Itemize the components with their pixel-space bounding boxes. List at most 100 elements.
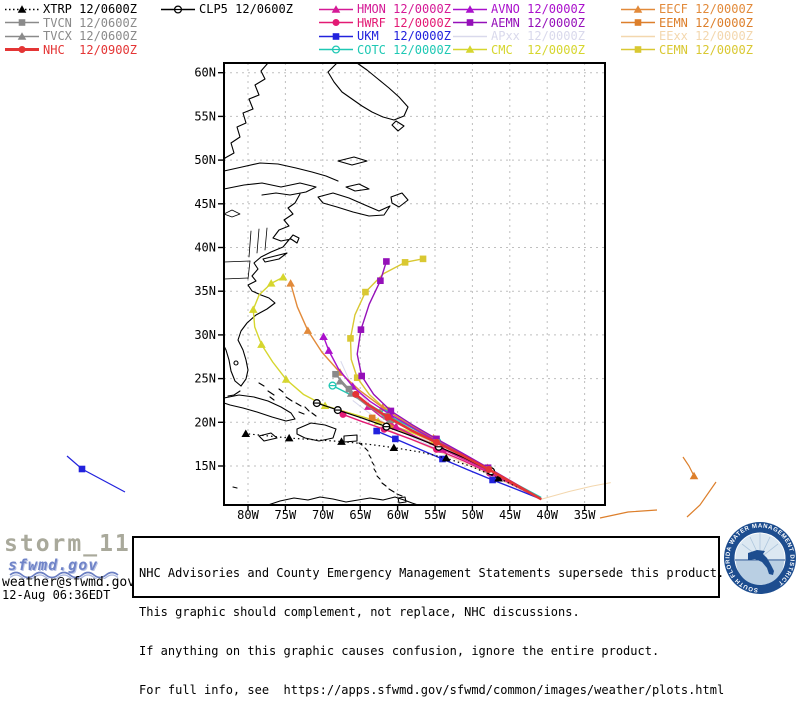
lon-tick-label: 35W bbox=[574, 508, 596, 522]
legend-sample-triangle-icon bbox=[453, 4, 487, 13]
island-puertorico bbox=[343, 434, 358, 443]
legend-sample-triangle-icon bbox=[453, 45, 487, 53]
island-hispaniola bbox=[296, 422, 337, 442]
track-outside-segment bbox=[599, 509, 658, 519]
coastline-layer bbox=[223, 62, 419, 506]
track-marker bbox=[392, 435, 399, 443]
disclaimer-line: This graphic should complement, not repl… bbox=[139, 605, 580, 619]
legend-item-cemn: CEMN 12/0000Z bbox=[620, 44, 753, 56]
legend-item-aemn: AEMN 12/0000Z bbox=[452, 17, 585, 29]
lon-tick-label: 80W bbox=[237, 508, 259, 522]
lat-tick-label: 60N bbox=[194, 66, 216, 80]
legend-item-avno: AVNO 12/0000Z bbox=[452, 3, 585, 15]
track-marker bbox=[352, 390, 360, 398]
track-marker bbox=[257, 340, 266, 348]
lon-tick-label: 65W bbox=[349, 508, 371, 522]
track-marker bbox=[286, 279, 295, 287]
lat-tick-label: 50N bbox=[194, 153, 216, 167]
track-marker bbox=[17, 31, 27, 40]
track-marker bbox=[368, 414, 376, 422]
lat-tick-label: 55N bbox=[194, 109, 216, 123]
state-borders bbox=[223, 209, 268, 280]
legend-sample-triangle-icon bbox=[5, 31, 39, 40]
track-marker bbox=[419, 255, 427, 263]
sfwmd-seal-logo: SOUTH FLORIDA WATER MANAGEMENT DISTRICT bbox=[724, 522, 796, 594]
track-marker bbox=[18, 19, 26, 26]
legend-label: NHC 12/0900Z bbox=[43, 42, 137, 57]
legend-sample-square-icon bbox=[621, 19, 655, 26]
legend-item-eexx: EExx 12/0000Z bbox=[620, 30, 753, 42]
track-marker bbox=[335, 377, 345, 385]
legend-sample-none-icon bbox=[621, 35, 655, 37]
legend-label: UKM 12/0000Z bbox=[357, 29, 451, 43]
lon-tick-label: 50W bbox=[462, 508, 484, 522]
legend-label: EExx 12/0000Z bbox=[659, 29, 753, 43]
island-jamaica bbox=[258, 432, 278, 442]
legend-item-apxx: APxx 12/0000Z bbox=[452, 30, 585, 42]
legend-sample-circle-icon bbox=[5, 46, 39, 53]
legend-item-eemn: EEMN 12/0000Z bbox=[620, 17, 753, 29]
track-marker bbox=[362, 288, 369, 296]
legend-sample-square-icon bbox=[319, 32, 353, 40]
island-pei bbox=[345, 183, 370, 192]
disclaimer-line: If anything on this graphic causes confu… bbox=[139, 644, 660, 658]
track-marker bbox=[303, 326, 313, 334]
grid-layer bbox=[224, 63, 605, 505]
track-marker bbox=[319, 332, 328, 340]
legend-item-cmc: CMC 12/0000Z bbox=[452, 44, 585, 56]
legend-label: TVCX 12/0600Z bbox=[43, 29, 137, 43]
track-marker bbox=[358, 372, 365, 380]
legend-item-hmon: HMON 12/0000Z bbox=[318, 3, 451, 15]
legend-label: AEMN 12/0000Z bbox=[491, 15, 585, 30]
legend-sample-triangle-icon bbox=[5, 4, 39, 13]
lat-tick-label: 45N bbox=[194, 197, 216, 211]
track-marker bbox=[281, 375, 291, 383]
legend-sample-circle-icon bbox=[319, 19, 353, 26]
contact-email: weather@sfwmd.gov bbox=[2, 575, 136, 590]
coast-us-east bbox=[223, 193, 301, 387]
track-apxx-a bbox=[340, 360, 542, 500]
islands-bahamas bbox=[232, 382, 317, 489]
track-marker bbox=[337, 437, 346, 445]
track-marker bbox=[278, 273, 288, 281]
disclaimer-line: For full info, see https://apps.sfwmd.go… bbox=[139, 683, 725, 697]
lat-tick-label: 25N bbox=[194, 372, 216, 386]
tracks-layer bbox=[66, 255, 717, 519]
coast-labrador bbox=[223, 62, 269, 161]
track-marker bbox=[494, 474, 503, 482]
track-outside-segment bbox=[682, 456, 695, 477]
track-map: 80W 75W 70W 65W 60W 55W 50W 45W 40W 35W 60N 55N 50N 4… bbox=[66, 62, 717, 522]
sfwmd-wordmark-text: sfwmd.gov bbox=[8, 556, 99, 574]
track-eecf bbox=[289, 283, 542, 500]
track-marker bbox=[634, 46, 642, 53]
track-marker bbox=[332, 370, 339, 378]
track-marker bbox=[391, 422, 401, 430]
legend-sample-triangle-icon bbox=[319, 4, 353, 13]
lon-tick-label: 75W bbox=[275, 508, 297, 522]
legend-label: HWRF 12/0000Z bbox=[357, 15, 451, 30]
track-marker bbox=[384, 413, 392, 421]
sfwmd-wordmark: sfwmd.gov bbox=[8, 555, 128, 579]
legend-sample-square-icon bbox=[621, 46, 655, 53]
track-marker bbox=[345, 385, 353, 393]
track-outside-segment bbox=[66, 455, 126, 493]
track-marker bbox=[248, 305, 258, 313]
track-marker bbox=[387, 407, 395, 415]
track-marker bbox=[432, 438, 440, 446]
legend-label: EEMN 12/0000Z bbox=[659, 15, 753, 30]
legend-sample-square-icon bbox=[453, 19, 487, 26]
model-legend: XTRP 12/0600Z TVCN 12/0600Z TVCX 12/0600Z N… bbox=[0, 0, 800, 58]
legend-label: CLP5 12/0600Z bbox=[199, 2, 293, 16]
lake-okeechobee bbox=[233, 360, 239, 366]
track-avno bbox=[322, 336, 542, 500]
lat-tick-label: 30N bbox=[194, 328, 216, 342]
legend-item-cotc: COTC 12/0000Z bbox=[318, 44, 451, 56]
disclaimer-line: NHC Advisories and County Emergency Mana… bbox=[139, 566, 725, 580]
islands-lesser-antilles bbox=[358, 442, 407, 504]
map-frame bbox=[223, 62, 606, 506]
track-aemn bbox=[356, 261, 542, 500]
legend-label: TVCN 12/0600Z bbox=[43, 15, 137, 30]
track-marker bbox=[284, 433, 294, 442]
track-marker bbox=[324, 346, 334, 354]
track-marker bbox=[353, 374, 361, 382]
